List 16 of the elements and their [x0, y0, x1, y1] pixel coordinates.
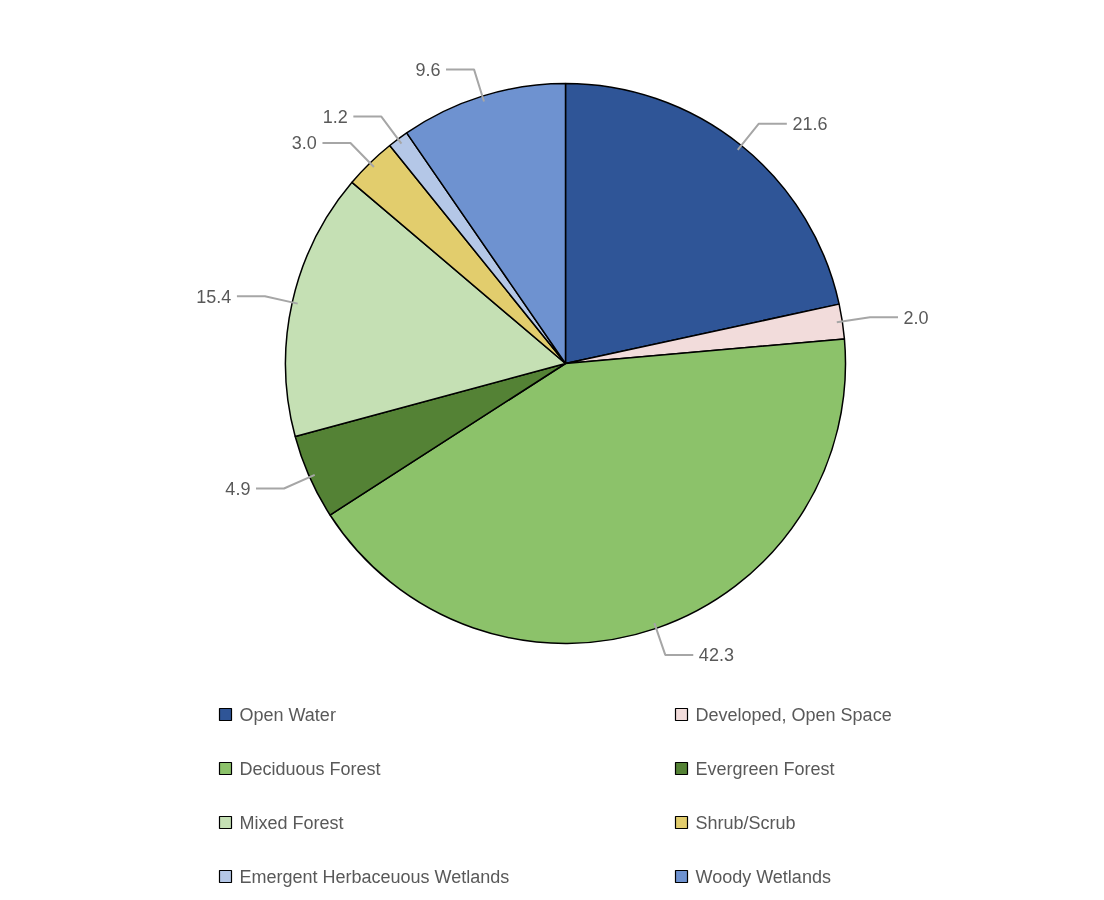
- data-label: 9.6: [415, 59, 441, 80]
- legend-label: Woody Wetlands: [695, 866, 831, 887]
- data-label: 2.0: [903, 307, 929, 328]
- data-label: 15.4: [196, 286, 232, 307]
- legend-label: Developed, Open Space: [695, 704, 892, 725]
- legend-label: Open Water: [239, 704, 336, 725]
- legend-label: Mixed Forest: [239, 812, 344, 833]
- data-label: 42.3: [698, 645, 734, 666]
- legend-label: Evergreen Forest: [695, 758, 835, 779]
- data-label: 21.6: [792, 114, 828, 135]
- data-label: 3.0: [291, 133, 317, 154]
- legend-label: Deciduous Forest: [239, 758, 381, 779]
- legend-label: Emergent Herbaceuous Wetlands: [239, 866, 510, 887]
- data-label: 1.2: [322, 107, 348, 128]
- legend-label: Shrub/Scrub: [695, 812, 796, 833]
- data-label: 4.9: [225, 478, 251, 499]
